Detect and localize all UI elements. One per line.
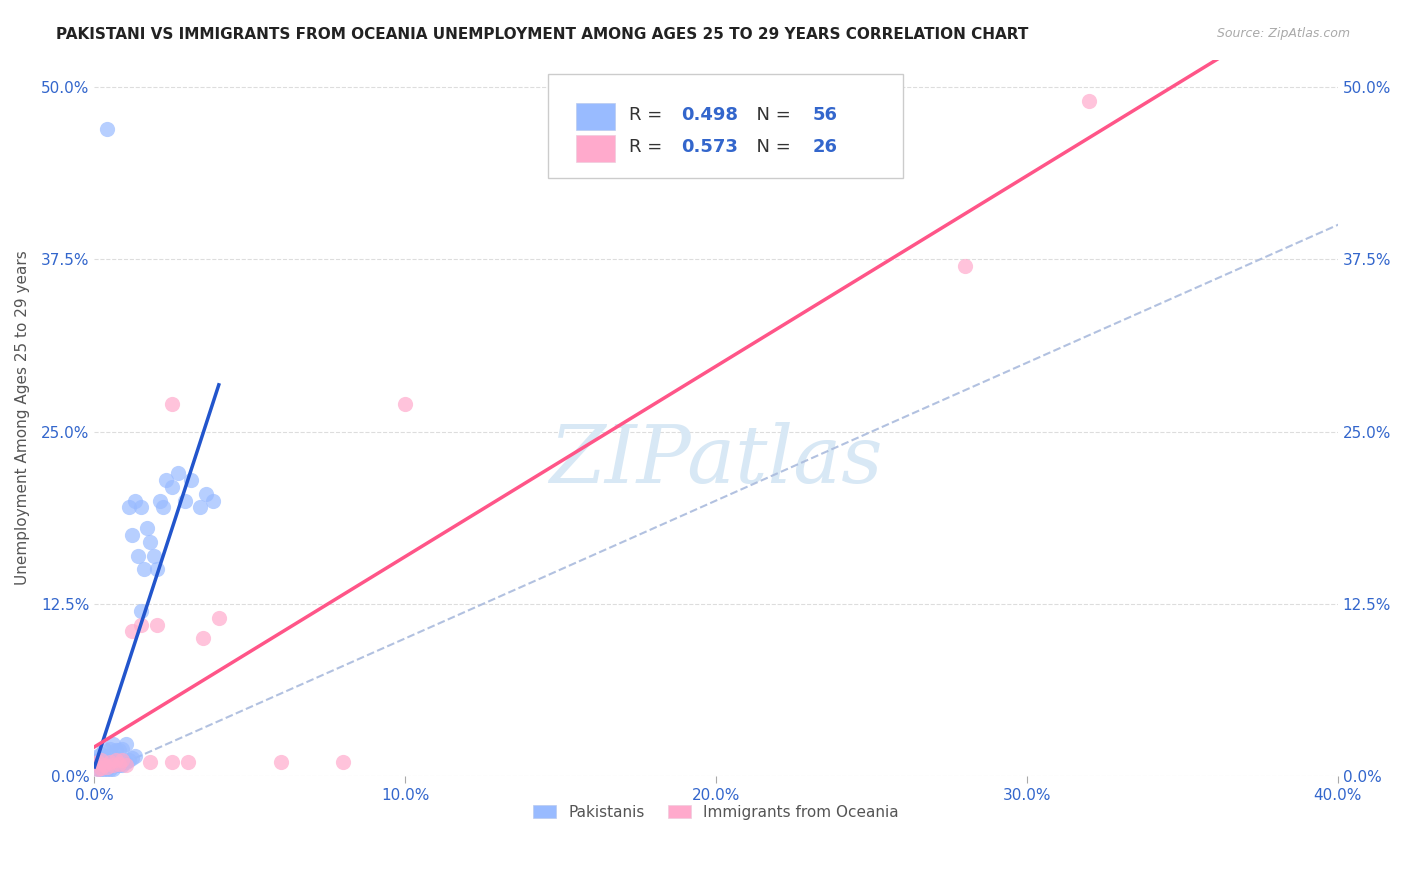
Point <box>121 624 143 639</box>
Point <box>101 758 124 772</box>
Point <box>332 756 354 770</box>
Point <box>118 500 141 515</box>
Point <box>90 761 112 775</box>
Point <box>86 758 108 772</box>
Point <box>167 466 190 480</box>
Text: PAKISTANI VS IMMIGRANTS FROM OCEANIA UNEMPLOYMENT AMONG AGES 25 TO 29 YEARS CORR: PAKISTANI VS IMMIGRANTS FROM OCEANIA UNE… <box>56 27 1029 42</box>
Point <box>114 758 136 772</box>
Point <box>201 493 224 508</box>
Point <box>208 610 231 624</box>
Point <box>96 748 118 763</box>
Point <box>139 756 162 770</box>
Point <box>953 260 976 274</box>
Point <box>96 756 118 770</box>
Point <box>160 756 183 770</box>
Point <box>101 756 124 770</box>
Point <box>90 759 112 773</box>
Point <box>90 756 112 770</box>
Point <box>111 758 134 772</box>
Point <box>98 756 121 770</box>
Point <box>86 748 108 763</box>
Point <box>152 500 174 515</box>
Point <box>124 493 146 508</box>
Point <box>111 741 134 756</box>
Point <box>145 617 167 632</box>
Point <box>139 535 162 549</box>
Point <box>114 738 136 752</box>
Point <box>98 741 121 756</box>
Point <box>108 756 131 771</box>
Point <box>86 756 108 770</box>
Point <box>111 753 134 767</box>
Text: 0.573: 0.573 <box>682 138 738 156</box>
Point <box>86 753 108 767</box>
Text: R =: R = <box>628 138 668 156</box>
Point <box>105 743 128 757</box>
Point <box>86 756 108 770</box>
Point <box>93 762 115 776</box>
Point <box>121 528 143 542</box>
Point <box>98 756 121 770</box>
FancyBboxPatch shape <box>575 103 616 130</box>
Point <box>118 753 141 767</box>
Text: 26: 26 <box>813 138 838 156</box>
Point <box>270 756 292 770</box>
Point <box>129 604 152 618</box>
Point <box>188 500 211 515</box>
Point <box>1078 94 1101 108</box>
Text: N =: N = <box>745 138 796 156</box>
Point <box>108 743 131 757</box>
Text: Source: ZipAtlas.com: Source: ZipAtlas.com <box>1216 27 1350 40</box>
Point <box>173 493 195 508</box>
Point <box>155 473 177 487</box>
Point <box>114 756 136 770</box>
Point <box>145 562 167 576</box>
FancyBboxPatch shape <box>575 135 616 162</box>
Text: R =: R = <box>628 106 668 124</box>
Point <box>90 753 112 767</box>
Point <box>101 738 124 752</box>
Text: 56: 56 <box>813 106 838 124</box>
Point <box>124 748 146 763</box>
Point <box>193 632 215 646</box>
Legend: Pakistanis, Immigrants from Oceania: Pakistanis, Immigrants from Oceania <box>527 798 905 826</box>
Point <box>177 756 200 770</box>
Point <box>129 617 152 632</box>
Point <box>93 741 115 756</box>
Point <box>96 759 118 773</box>
Point <box>93 758 115 772</box>
Point <box>105 758 128 772</box>
Point <box>96 762 118 776</box>
Text: N =: N = <box>745 106 796 124</box>
Point <box>86 762 108 776</box>
Point <box>136 521 159 535</box>
Point <box>90 751 112 765</box>
Point <box>149 493 172 508</box>
Point <box>93 758 115 772</box>
Point <box>98 762 121 776</box>
Y-axis label: Unemployment Among Ages 25 to 29 years: Unemployment Among Ages 25 to 29 years <box>15 251 30 585</box>
Point <box>105 753 128 767</box>
Text: ZIPatlas: ZIPatlas <box>550 422 883 500</box>
Point <box>108 758 131 772</box>
Point <box>142 549 165 563</box>
Point <box>90 747 112 761</box>
Point <box>93 753 115 767</box>
Text: 0.498: 0.498 <box>682 106 738 124</box>
Point <box>86 762 108 776</box>
Point <box>180 473 202 487</box>
Point <box>134 562 156 576</box>
Point <box>127 549 149 563</box>
Point <box>90 762 112 776</box>
Point <box>394 397 416 411</box>
FancyBboxPatch shape <box>548 74 903 178</box>
Point <box>101 762 124 776</box>
Point <box>195 486 218 500</box>
Point <box>129 500 152 515</box>
Point <box>160 397 183 411</box>
Point <box>160 480 183 494</box>
Point <box>121 751 143 765</box>
Point <box>96 121 118 136</box>
